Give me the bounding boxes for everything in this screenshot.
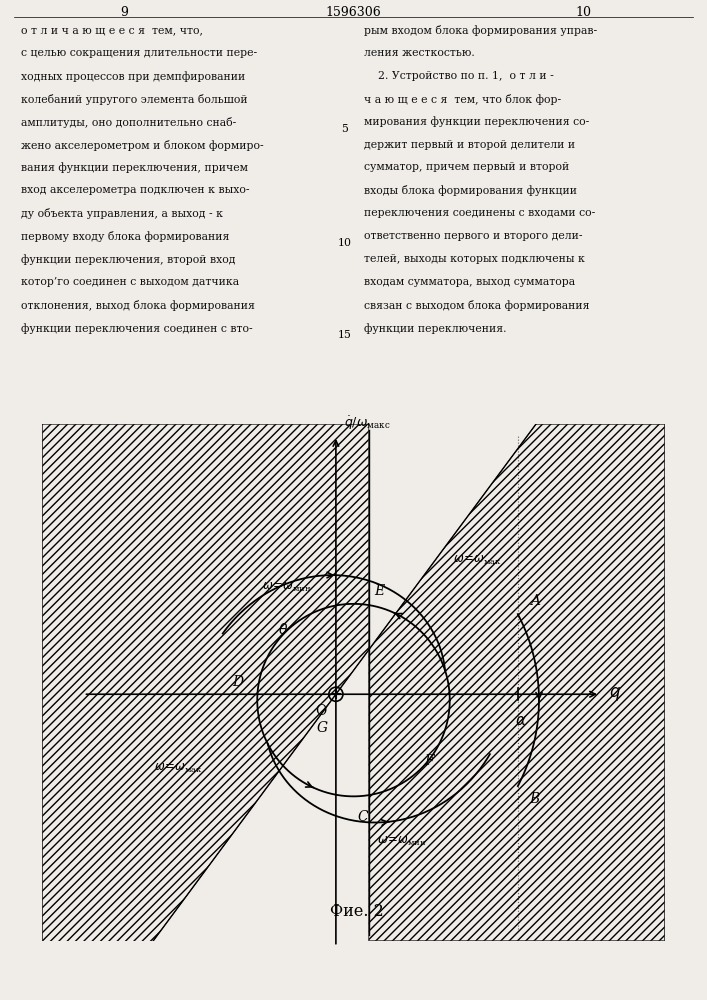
Text: держит первый и второй делители и: держит первый и второй делители и [364, 140, 575, 150]
Text: функции переключения.: функции переключения. [364, 323, 507, 334]
Text: D: D [232, 676, 243, 690]
Text: связан с выходом блока формирования: связан с выходом блока формирования [364, 300, 590, 311]
Text: функции переключения соединен с вто-: функции переключения соединен с вто- [21, 323, 253, 334]
Text: 2. Устройство по п. 1,  о т л и -: 2. Устройство по п. 1, о т л и - [364, 71, 554, 81]
Text: $\dot{q}/\omega_{\mathregular{макс}}$: $\dot{q}/\omega_{\mathregular{макс}}$ [344, 415, 391, 432]
Text: 5: 5 [341, 124, 348, 134]
Text: 15: 15 [337, 330, 351, 340]
Text: O: O [315, 704, 326, 718]
Text: $\theta$: $\theta$ [278, 622, 288, 637]
Text: переключения соединены с входами со-: переключения соединены с входами со- [364, 208, 595, 218]
Text: о т л и ч а ю щ е е с я  тем, что,: о т л и ч а ю щ е е с я тем, что, [21, 25, 203, 35]
Text: входы блока формирования функции: входы блока формирования функции [364, 185, 577, 196]
Text: B: B [530, 792, 540, 806]
Text: $\omega\!=\!\omega_{\mathregular{мак}}$: $\omega\!=\!\omega_{\mathregular{мак}}$ [453, 554, 502, 567]
Text: 1596306: 1596306 [326, 6, 381, 19]
Text: отклонения, выход блока формирования: отклонения, выход блока формирования [21, 300, 255, 311]
Text: сумматор, причем первый и второй: сумматор, причем первый и второй [364, 162, 569, 172]
Text: функции переключения, второй вход: функции переключения, второй вход [21, 254, 235, 265]
Text: C: C [358, 810, 368, 824]
Text: F: F [424, 754, 434, 768]
Text: ду объекта управления, а выход - к: ду объекта управления, а выход - к [21, 208, 223, 219]
Text: A: A [530, 594, 539, 608]
Text: колебаний упругого элемента большой: колебаний упругого элемента большой [21, 94, 248, 105]
Text: с целью сокращения длительности пере-: с целью сокращения длительности пере- [21, 48, 257, 58]
Text: $\omega\!=\!\omega_{\mathregular{мин}}$: $\omega\!=\!\omega_{\mathregular{мин}}$ [262, 581, 311, 594]
Text: E: E [375, 584, 385, 598]
Text: ответственно первого и второго дели-: ответственно первого и второго дели- [364, 231, 583, 241]
Text: входам сумматора, выход сумматора: входам сумматора, выход сумматора [364, 277, 575, 287]
Text: котор’го соединен с выходом датчика: котор’го соединен с выходом датчика [21, 277, 240, 287]
Text: вход акселерометра подключен к выхо-: вход акселерометра подключен к выхо- [21, 185, 250, 195]
Text: $\alpha$: $\alpha$ [515, 714, 527, 728]
Text: первому входу блока формирования: первому входу блока формирования [21, 231, 230, 242]
Text: Фие. 2: Фие. 2 [330, 903, 384, 920]
Text: G: G [317, 721, 327, 735]
Text: жено акселерометром и блоком формиро-: жено акселерометром и блоком формиро- [21, 140, 264, 151]
Text: $q$: $q$ [609, 685, 621, 703]
Text: мирования функции переключения со-: мирования функции переключения со- [364, 117, 590, 127]
Text: 10: 10 [575, 6, 591, 19]
Text: рым входом блока формирования управ-: рым входом блока формирования управ- [364, 25, 597, 36]
Text: телей, выходы которых подключены к: телей, выходы которых подключены к [364, 254, 585, 264]
Text: ходных процессов при демпфировании: ходных процессов при демпфировании [21, 71, 245, 82]
Text: амплитуды, оно дополнительно снаб-: амплитуды, оно дополнительно снаб- [21, 117, 236, 128]
Text: ления жесткостью.: ления жесткостью. [364, 48, 475, 58]
Text: ч а ю щ е е с я  тем, что блок фор-: ч а ю щ е е с я тем, что блок фор- [364, 94, 561, 105]
Text: 10: 10 [337, 238, 351, 248]
Text: $\omega\!=\!\omega_{\mathregular{мин}}$: $\omega\!=\!\omega_{\mathregular{мин}}$ [377, 835, 426, 848]
Text: $\omega\!=\!\omega_{\mathregular{мак}}$: $\omega\!=\!\omega_{\mathregular{мак}}$ [154, 762, 203, 775]
Text: 9: 9 [119, 6, 128, 19]
Text: вания функции переключения, причем: вания функции переключения, причем [21, 162, 248, 173]
